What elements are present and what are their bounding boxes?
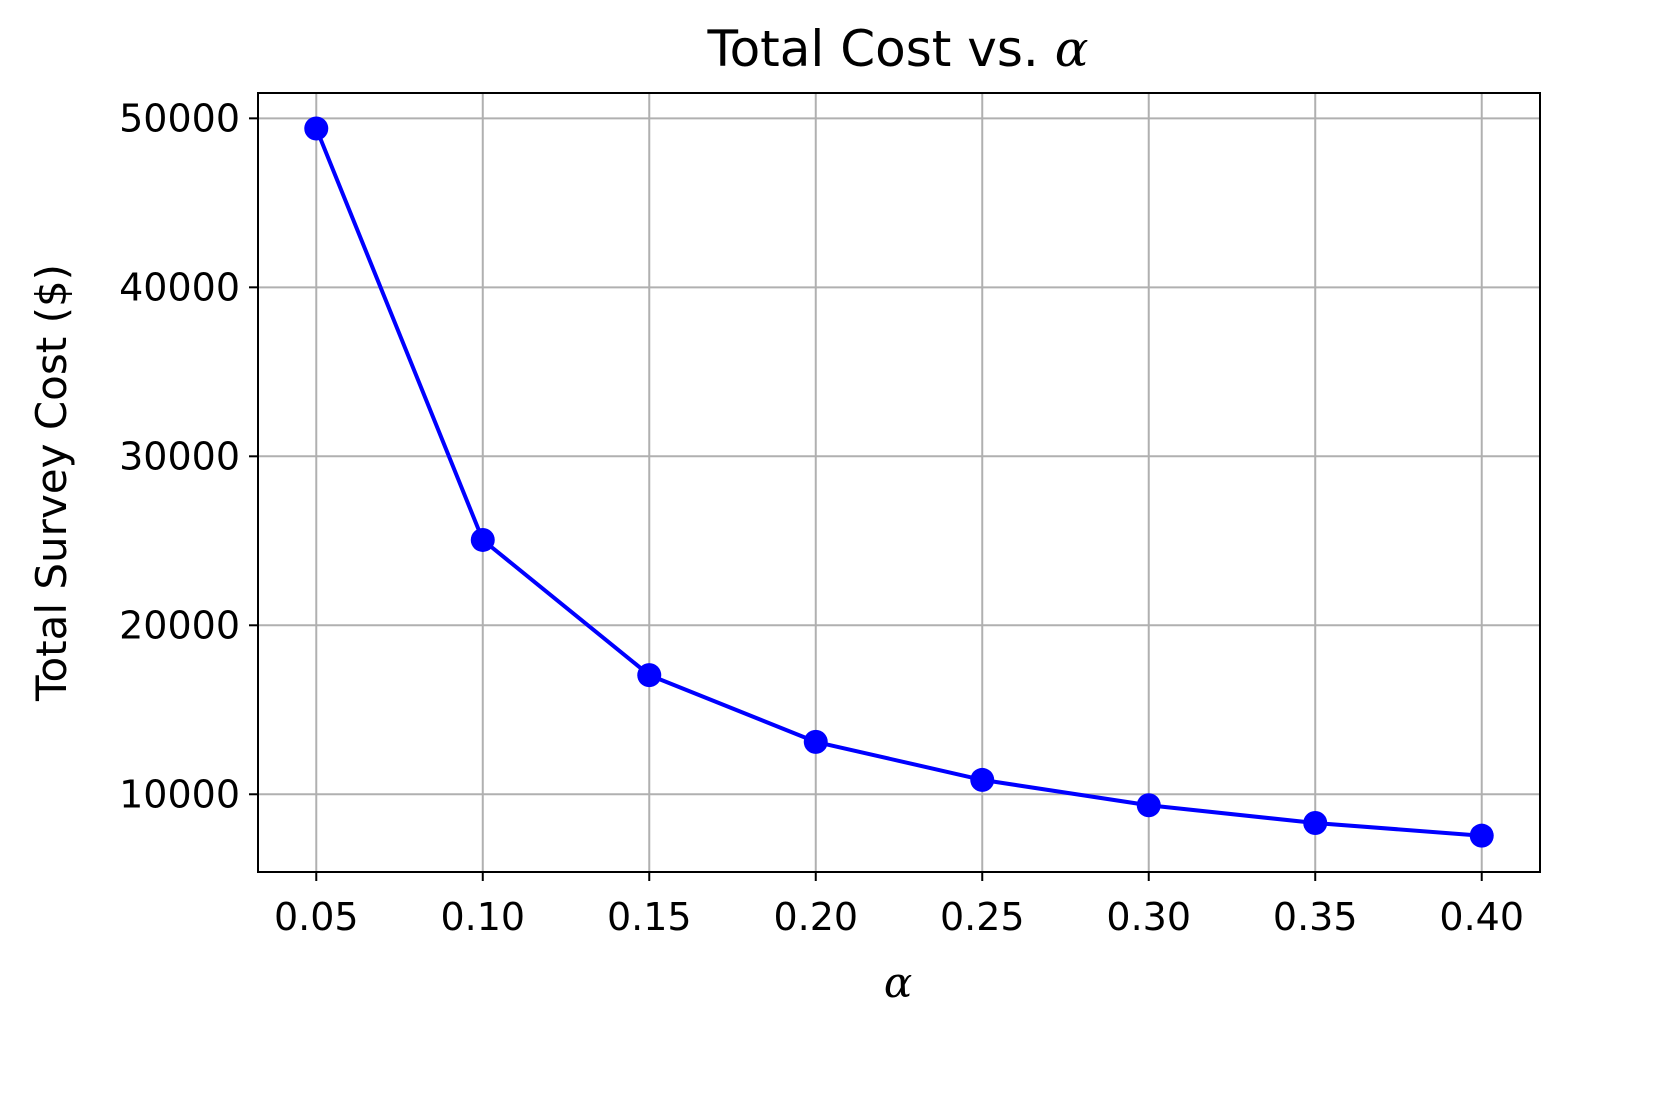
- y-tick-label: 40000: [119, 265, 240, 309]
- axis-ticks: 0.05 0.10 0.15 0.20 0.25 0.30 0.35 0.40 10000 200…: [119, 96, 1524, 939]
- data-point: [470, 527, 495, 552]
- x-tick-label: 0.20: [773, 895, 858, 939]
- data-point: [1469, 823, 1494, 848]
- x-tick-label: 0.35: [1273, 895, 1358, 939]
- x-axis-label: α: [884, 958, 912, 1007]
- data-point: [304, 116, 329, 141]
- y-tick-label: 10000: [119, 772, 240, 816]
- chart-title-text: Total Cost vs.: [707, 20, 1055, 78]
- gridlines: [258, 93, 1540, 872]
- x-tick-label: 0.15: [607, 895, 692, 939]
- y-axis-label: Total Survey Cost ($): [27, 264, 76, 702]
- series-layer: [304, 116, 1494, 848]
- x-tick-label: 0.25: [940, 895, 1025, 939]
- x-tick-label: 0.40: [1439, 895, 1524, 939]
- x-tick-label: 0.05: [274, 895, 359, 939]
- x-tick-label: 0.10: [440, 895, 525, 939]
- y-tick-label: 20000: [119, 603, 240, 647]
- plot-frame: [257, 92, 1541, 873]
- chart-title-symbol: α: [1055, 20, 1089, 78]
- y-tick-label: 50000: [119, 96, 240, 140]
- data-point: [970, 767, 995, 792]
- data-point: [803, 729, 828, 754]
- data-point: [1303, 810, 1328, 835]
- data-point: [637, 663, 662, 688]
- series-line: [314, 127, 1482, 838]
- y-tick-label: 30000: [119, 434, 240, 478]
- chart-title: Total Cost vs. α: [707, 20, 1089, 78]
- data-point: [1136, 793, 1161, 818]
- x-tick-label: 0.30: [1106, 895, 1191, 939]
